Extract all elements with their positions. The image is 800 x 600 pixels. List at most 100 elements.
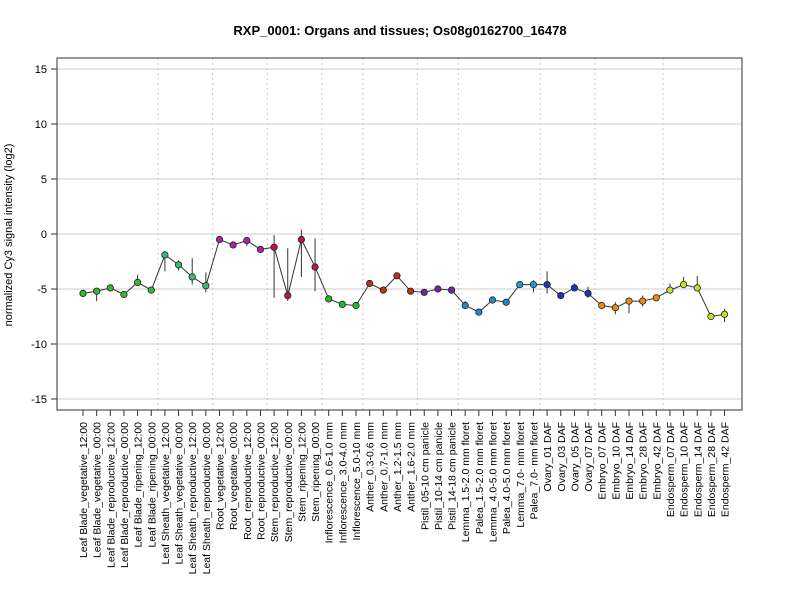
y-tick-label: -5: [37, 284, 47, 296]
data-point: [598, 301, 606, 310]
x-tick-label: Leaf Sheath_reproductive_00:00: [201, 422, 213, 575]
x-tick-label: Pistil_10-14 cm panicle: [433, 422, 445, 530]
data-point: [393, 272, 401, 280]
x-tick-label: Palea_4.0-5.0 mm floret: [501, 422, 513, 534]
x-tick-label: Embryo_14 DAF: [624, 422, 636, 500]
data-point: [366, 279, 374, 288]
x-tick-label: Leaf Blade_vegetative_00:00: [92, 422, 104, 558]
data-point: [325, 295, 333, 303]
y-axis-label: normalized Cy3 signal intensity (log2): [3, 144, 15, 327]
data-point: [434, 285, 442, 293]
data-point: [338, 300, 346, 308]
x-tick-label: Inflorescence_3.0-4.0 mm: [337, 422, 349, 544]
x-tick-label: Anther_0.7-1.0 mm: [378, 422, 390, 512]
x-tick-label: Leaf Sheath_vegetative_00:00: [174, 422, 186, 565]
data-point: [693, 284, 701, 292]
data-point: [406, 287, 415, 295]
data-point: [666, 286, 674, 294]
x-axis: Leaf Blade_vegetative_12:00 Leaf Blade_ve…: [78, 410, 732, 574]
x-tick-label: Lemma_4.0-5.0 mm floret: [488, 422, 500, 542]
x-tick-label: Ovary_05 DAF: [569, 422, 581, 491]
data-point: [639, 297, 647, 305]
plot-frame: [56, 57, 743, 411]
data-point: [543, 280, 551, 289]
x-tick-label: Inflorescence_0.6-1.0 mm: [324, 422, 336, 544]
x-tick-label: Embryo_28 DAF: [638, 422, 650, 500]
data-point: [93, 287, 101, 295]
data-point: [79, 289, 87, 297]
data-point: [611, 304, 619, 312]
x-tick-label: Pistil_14-18 cm panicle: [447, 422, 459, 530]
data-point: [256, 245, 265, 253]
data-points: [79, 235, 729, 321]
x-tick-label: Endosperm_07 DAF: [665, 422, 677, 517]
data-point: [652, 294, 660, 302]
x-tick-label: Embryo_07 DAF: [597, 422, 609, 500]
x-tick-label: Root_reproductive_12:00: [242, 422, 254, 540]
x-tick-label: Stem_reproductive_12:00: [269, 422, 281, 542]
data-point: [215, 235, 224, 244]
y-tick-label: 10: [35, 119, 47, 131]
y-tick-label: 0: [41, 229, 47, 241]
x-tick-label: Ovary_07 DAF: [583, 422, 595, 491]
data-point: [461, 301, 469, 310]
data-point: [270, 243, 278, 251]
data-point: [202, 282, 210, 290]
x-tick-label: Leaf Sheath_vegetative_12:00: [160, 422, 172, 565]
x-tick-label: Stem_reproductive_00:00: [283, 422, 295, 542]
x-tick-label: Stem_ripening_00:00: [310, 422, 322, 522]
data-point: [243, 237, 251, 245]
data-point: [625, 297, 633, 305]
x-tick-label: Leaf Sheath_reproductive_12:00: [187, 422, 199, 575]
data-point: [297, 235, 305, 244]
x-tick-label: Ovary_01 DAF: [542, 422, 554, 491]
x-tick-label: Anther_1.6-2.0 mm: [406, 422, 418, 512]
data-point: [284, 291, 292, 300]
y-axis: -15 -10 -5 0 5 10 15: [31, 64, 57, 406]
group-separators: [157, 58, 664, 410]
data-point: [679, 280, 688, 289]
x-tick-label: Leaf Blade_ripening_12:00: [133, 422, 145, 548]
data-point: [570, 284, 579, 292]
data-point: [379, 286, 387, 294]
x-tick-label: Anther_0.3-0.6 mm: [365, 422, 377, 512]
data-point: [707, 312, 715, 321]
y-tick-label: -15: [31, 394, 47, 406]
data-point: [557, 291, 565, 300]
y-tick-label: 5: [41, 174, 47, 186]
x-tick-label: Embryo_42 DAF: [651, 422, 663, 500]
data-point: [229, 241, 237, 249]
x-tick-label: Endosperm_10 DAF: [679, 422, 691, 517]
x-tick-label: Inflorescence_5.0-10 mm: [351, 422, 363, 541]
x-tick-label: Endosperm_42 DAF: [720, 422, 732, 517]
x-tick-label: Leaf Blade_reproductive_00:00: [119, 422, 131, 568]
data-point: [447, 286, 456, 294]
data-point: [311, 263, 319, 271]
data-point: [106, 284, 114, 292]
x-tick-label: Leaf Blade_ripening_00:00: [146, 422, 158, 548]
x-tick-label: Endosperm_14 DAF: [692, 422, 704, 517]
data-point: [584, 289, 592, 297]
x-tick-label: Root_reproductive_00:00: [255, 422, 267, 540]
x-tick-label: Lemma_7.0- mm floret: [515, 422, 527, 528]
x-tick-label: Leaf Blade_reproductive_12:00: [105, 422, 117, 568]
x-tick-label: Endosperm_28 DAF: [706, 422, 718, 517]
data-point: [134, 278, 142, 286]
data-point: [720, 310, 729, 318]
x-tick-label: Stem_ripening_12:00: [296, 422, 308, 522]
data-point: [502, 298, 510, 306]
data-point: [161, 251, 169, 259]
x-tick-label: Anther_1.2-1.5 mm: [392, 422, 404, 512]
data-point: [188, 273, 196, 281]
data-point: [516, 280, 524, 289]
data-point: [120, 290, 128, 299]
x-tick-label: Lemma_1.5-2.0 mm floret: [460, 422, 472, 542]
data-point: [488, 296, 497, 304]
data-point: [475, 308, 483, 316]
x-tick-label: Palea_1.5-2.0 mm floret: [474, 422, 486, 534]
data-point: [352, 301, 360, 310]
y-tick-label: 15: [35, 64, 47, 76]
data-point: [529, 280, 538, 289]
grid-lines: [57, 68, 742, 400]
chart-title: RXP_0001: Organs and tissues; Os08g01627…: [233, 23, 566, 38]
